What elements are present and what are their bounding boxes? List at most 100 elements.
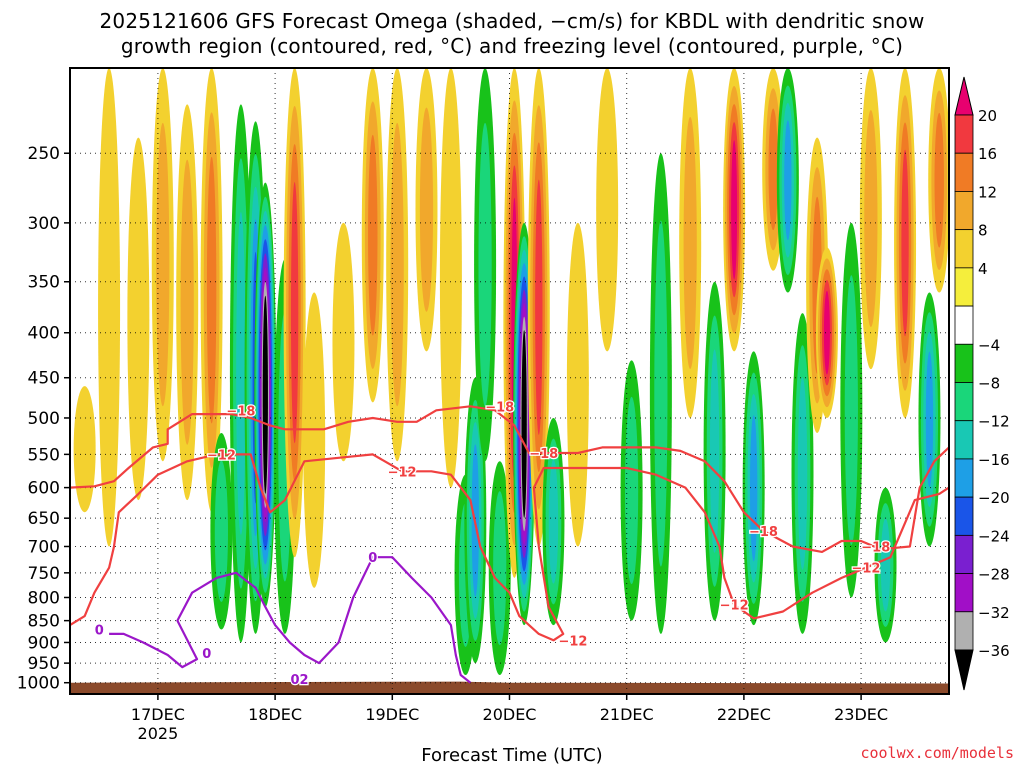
x-tick-label: 23DEC — [834, 705, 888, 724]
contour-label: −18 — [529, 447, 558, 462]
y-tick-label: 300 — [28, 214, 60, 234]
contour-label: −12 — [720, 599, 749, 614]
contour-label: 0 — [95, 624, 104, 639]
colorbar-label: 8 — [978, 222, 988, 240]
omega-cell — [844, 275, 858, 546]
omega-cell — [683, 116, 697, 369]
omega-cell — [439, 68, 462, 488]
omega-cell — [236, 212, 246, 535]
x-tick-label: 22DEC — [717, 705, 771, 724]
omega-cell — [419, 107, 434, 312]
omega-cell — [596, 68, 619, 352]
y-tick-label: 250 — [28, 144, 60, 164]
omega-cell — [864, 110, 878, 327]
colorbar-label: −32 — [978, 604, 1010, 622]
colorbar-label: −36 — [978, 642, 1010, 660]
contour-label: 0 — [368, 551, 377, 566]
y-tick-label: 700 — [28, 537, 60, 557]
omega-cell — [127, 137, 150, 501]
omega-cell — [332, 222, 355, 462]
omega-cell — [290, 182, 299, 444]
y-tick-label: 650 — [28, 509, 60, 529]
omega-cell — [934, 112, 944, 248]
omega-cell — [654, 220, 668, 567]
x-tick-label: 17DEC — [131, 705, 185, 724]
y-tick-label: 900 — [28, 633, 60, 653]
chart-title-line2: growth region (contoured, red, °C) and f… — [120, 34, 904, 58]
contour-label: −18 — [749, 525, 778, 540]
y-tick-label: 750 — [28, 564, 60, 584]
colorbar-bin — [954, 152, 974, 192]
omega-cell — [493, 491, 507, 646]
x-tick-label: 21DEC — [600, 705, 654, 724]
omega-cell — [901, 149, 909, 337]
omega-cell — [823, 290, 830, 375]
omega-cell — [390, 123, 404, 407]
contour-label: −12 — [388, 465, 417, 480]
y-tick-label: 850 — [28, 612, 60, 632]
colorbar-bottom-arrow — [954, 649, 974, 691]
contour-label: 02 — [290, 673, 308, 688]
chart-title-line1: 2025121606 GFS Forecast Omega (shaded, −… — [99, 9, 925, 33]
contour-label: −18 — [226, 404, 255, 419]
contours: −18 −18 −18 −18 −18 −12 −12 −12 −12 −12 0 0 02 0 — [70, 399, 949, 689]
omega-cell — [731, 140, 738, 280]
omega-cell — [548, 459, 559, 584]
colorbar-label: −16 — [978, 451, 1010, 469]
omega-cell — [303, 292, 326, 588]
colorbar-bin — [954, 191, 974, 231]
omega-cell — [263, 309, 268, 480]
y-tick-label: 400 — [28, 324, 60, 344]
watermark[interactable]: coolwx.com/models — [860, 744, 1014, 762]
colorbar-bin — [954, 305, 974, 345]
x-axis-title: Forecast Time (UTC) — [421, 745, 603, 766]
colorbar-label: −28 — [978, 566, 1010, 584]
colorbar-top-arrow — [954, 76, 974, 116]
omega-cell — [535, 179, 543, 435]
colorbar-label: 16 — [978, 145, 997, 163]
y-tick-label: 350 — [28, 273, 60, 293]
contour-label: −18 — [485, 400, 514, 415]
colorbar-bin — [954, 458, 974, 498]
terrain-fill — [70, 681, 949, 694]
colorbar-bin — [954, 382, 974, 422]
x-tick-label: 19DEC — [365, 705, 419, 724]
colorbar-bin — [954, 611, 974, 651]
colorbar-label: −12 — [978, 413, 1010, 431]
x-tick-sublabel: 2025 — [138, 724, 179, 743]
colorbar-label: 4 — [978, 260, 988, 278]
colorbar-label: −8 — [978, 375, 1000, 393]
colorbar-bin — [954, 114, 974, 154]
colorbar-label: −20 — [978, 489, 1010, 507]
omega-cell — [214, 460, 228, 603]
omega-cell — [624, 396, 639, 585]
colorbar-bin — [954, 573, 974, 613]
y-tick-label: 600 — [28, 479, 60, 499]
omega-cell — [566, 222, 589, 547]
plot-area — [70, 68, 949, 694]
omega-cell — [880, 518, 891, 612]
y-tick-label: 1000 — [17, 674, 60, 694]
omega-cell — [156, 123, 170, 407]
axes: 2503003504004505005506006507007508008509… — [17, 67, 950, 743]
colorbar-bin — [954, 496, 974, 536]
omega-cell — [768, 108, 778, 231]
colorbar-bin — [954, 420, 974, 460]
colorbar: 20 16 12 8 4 −4 −8 −12 −16 −20 −24 −28 −32 −36 — [954, 76, 1010, 691]
omega-cell — [206, 156, 217, 424]
x-tick-label: 18DEC — [248, 705, 302, 724]
colorbar-bin — [954, 267, 974, 307]
contour-label: 0 — [202, 647, 211, 662]
omega-cell — [478, 123, 492, 407]
omega-cell — [797, 377, 808, 570]
omega-cell — [709, 349, 720, 553]
omega-cell — [925, 351, 934, 488]
y-tick-label: 950 — [28, 654, 60, 674]
contour-minus12 — [70, 453, 949, 642]
colorbar-bin — [954, 229, 974, 269]
y-tick-label: 450 — [28, 369, 60, 389]
omega-cell — [784, 120, 792, 241]
omega-cell — [180, 159, 194, 445]
omega-cell — [98, 68, 121, 547]
